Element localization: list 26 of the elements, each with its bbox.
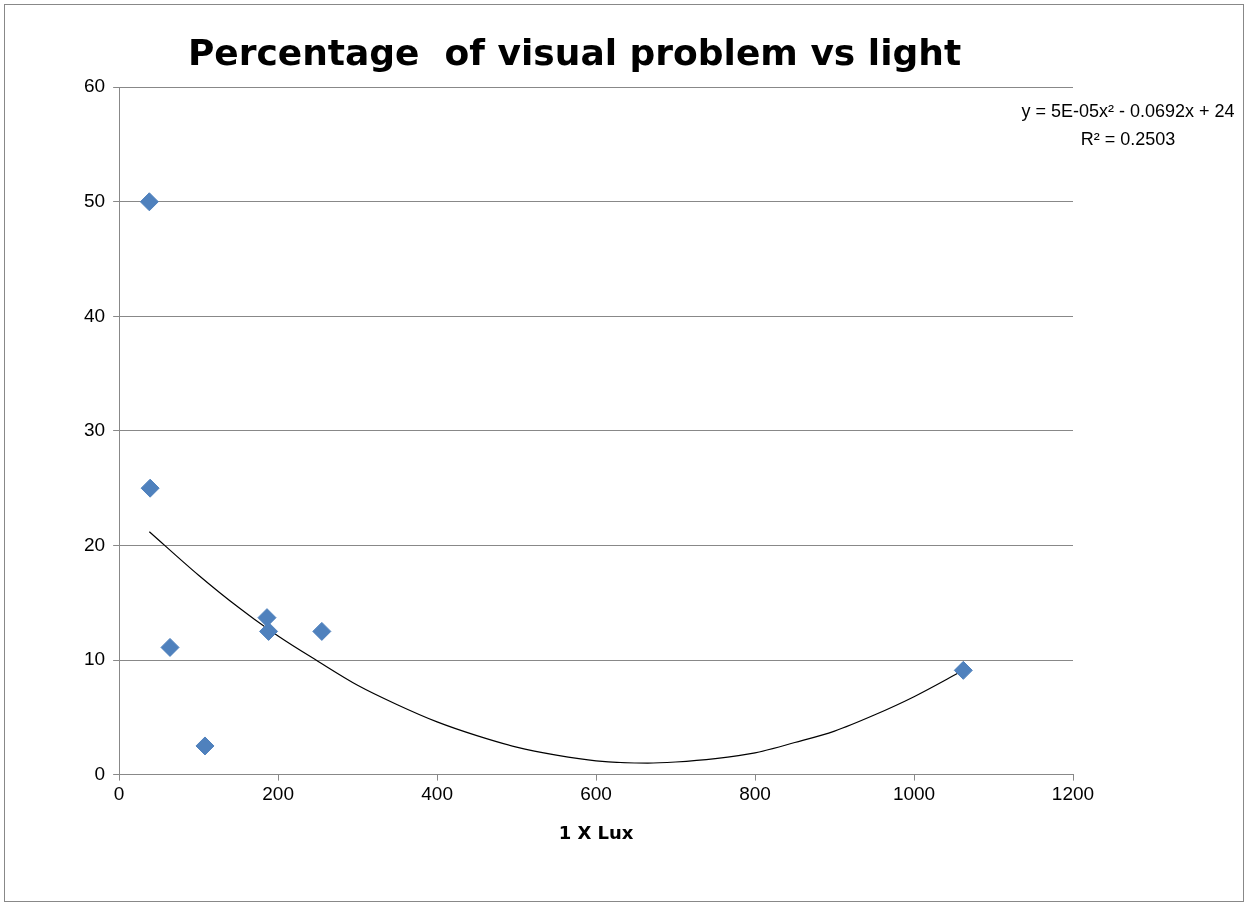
point [140, 478, 160, 498]
x-axis-title: 1 X Lux [558, 821, 634, 843]
chart-title: Percentage of visual problem vs light [187, 31, 962, 73]
x-tick-label: 600 [580, 783, 612, 805]
y-tick-label: 60 [83, 75, 106, 97]
point [953, 660, 973, 680]
x-tick-label: 800 [739, 783, 771, 805]
y-tick-label: 50 [83, 190, 106, 211]
point [257, 608, 277, 628]
x-tick-label: 400 [421, 783, 453, 805]
x-tick-label: 200 [262, 783, 294, 805]
point [259, 621, 279, 641]
text: R² = 0.2503 [1080, 129, 1176, 150]
point [312, 621, 332, 641]
y-tick-label: 40 [83, 304, 106, 326]
y-tick-label: 20 [83, 533, 106, 555]
point [139, 192, 159, 212]
x-tick-label: 0 [113, 783, 125, 805]
x-tick-label: 1000 [892, 783, 936, 805]
y-tick-label: 30 [83, 419, 106, 441]
point [160, 637, 180, 657]
point [195, 736, 215, 756]
y-tick-label: 0 [94, 762, 106, 784]
x-tick-label: 1200 [1051, 783, 1095, 805]
y-tick-label: 10 [83, 648, 106, 670]
annotation: y = 5E-05x² - 0.0692x + 24 [1021, 101, 1235, 122]
